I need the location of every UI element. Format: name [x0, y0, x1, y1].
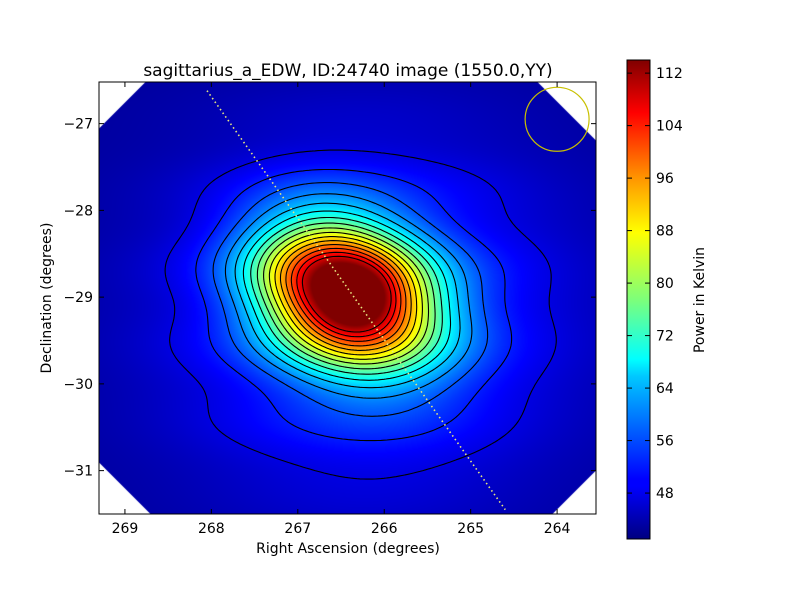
- y-tick-label: −27: [63, 117, 93, 133]
- colorbar-ticks: 48 56 64 72 80 88 96 104 112: [627, 66, 683, 502]
- colorbar-tick-label: 80: [656, 276, 674, 292]
- x-tick-label: 269: [112, 521, 139, 537]
- contour-line: [212, 182, 489, 417]
- plot-area: [98, 81, 597, 515]
- y-tick-label: −31: [63, 464, 93, 480]
- contour-line: [301, 255, 392, 333]
- galactic-plane-line: [206, 90, 506, 511]
- contour-line: [263, 227, 430, 365]
- contour-line: [296, 251, 397, 338]
- x-tick-label: 267: [284, 521, 311, 537]
- contour-lines: [164, 149, 557, 480]
- y-tick-label: −29: [63, 290, 93, 306]
- contour-line: [234, 202, 461, 389]
- colorbar: 48 56 64 72 80 88 96 104 112 Power in Kelvin: [626, 59, 708, 540]
- y-tick-label: −28: [63, 203, 93, 219]
- x-axis-label: Right Ascension (degrees): [256, 541, 440, 557]
- contour-line: [242, 210, 452, 381]
- contour-line: [195, 168, 513, 442]
- x-tick-label: 268: [198, 521, 225, 537]
- x-tick-label: 264: [544, 521, 571, 537]
- heatmap-image: [99, 82, 596, 514]
- colorbar-tick-label: 112: [656, 66, 683, 82]
- y-axis: −27 −28 −29 −30 −31: [63, 117, 596, 480]
- colorbar-tick-label: 88: [656, 224, 674, 240]
- x-axis: 269 268 267 266 265 264: [112, 82, 571, 537]
- x-tick-label: 266: [371, 521, 398, 537]
- beam-circle: [524, 86, 590, 152]
- colorbar-tick-label: 96: [656, 171, 674, 187]
- x-tick-label: 265: [457, 521, 484, 537]
- colorbar-tick-label: 104: [656, 119, 683, 135]
- contour-line: [290, 247, 402, 342]
- contour-line: [164, 149, 557, 480]
- contour-line: [274, 236, 418, 356]
- contour-line: [285, 244, 407, 347]
- contour-line: [250, 216, 443, 375]
- contour-line: [268, 231, 423, 360]
- colorbar-tick-label: 64: [656, 381, 674, 397]
- colorbar-label: Power in Kelvin: [692, 247, 708, 353]
- colorbar-tick-label: 72: [656, 329, 674, 345]
- contour-line: [279, 240, 412, 351]
- colorbar-gradient: [627, 60, 650, 539]
- colorbar-tick-label: 56: [656, 434, 674, 450]
- y-tick-label: −30: [63, 377, 93, 393]
- colorbar-tick-label: 48: [656, 486, 674, 502]
- contour-line: [256, 222, 436, 370]
- y-axis-label: Declination (degrees): [39, 223, 55, 374]
- chart-title: sagittarius_a_EDW, ID:24740 image (1550.…: [143, 61, 552, 81]
